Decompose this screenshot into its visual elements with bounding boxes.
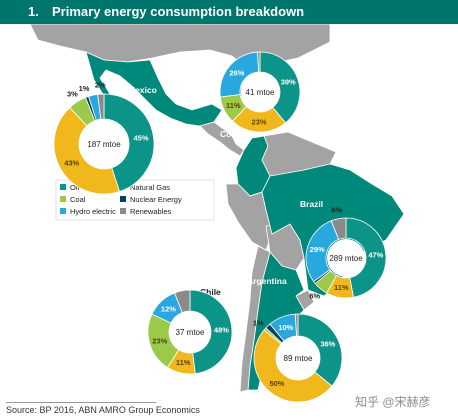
data-label-colombia-coal: 11% xyxy=(226,101,241,110)
legend-swatch-hydro-electric xyxy=(60,208,66,214)
legend-label-nuclear-energy: Nuclear Energy xyxy=(130,195,182,204)
data-label-chile-oil: 48% xyxy=(214,326,229,335)
data-label-brazil-coal: 6% xyxy=(309,291,320,300)
country-label-colombia: Colombia xyxy=(220,129,259,139)
donut-total-brazil: 289 mtoe xyxy=(329,254,363,263)
data-label-mexico-coal: 3% xyxy=(67,90,78,99)
watermark: 知乎 @宋赫彦 xyxy=(355,395,431,409)
legend-swatch-nuclear-energy xyxy=(120,196,126,202)
legend-swatch-oil xyxy=(60,184,66,190)
legend-swatch-coal xyxy=(60,196,66,202)
country-label-mexico: Mexico xyxy=(128,85,157,95)
donut-total-mexico: 187 mtoe xyxy=(87,140,121,149)
data-label-chile-natural-gas: 11% xyxy=(176,358,191,367)
legend-label-renewables: Renewables xyxy=(130,207,172,216)
data-label-brazil-natural-gas: 11% xyxy=(334,283,349,292)
donut-center-mexico xyxy=(80,120,128,168)
slice-chile-renewables xyxy=(174,289,191,313)
slice-colombia-oil xyxy=(259,51,301,124)
legend-item-nuclear-energy: Nuclear Energy xyxy=(120,195,182,204)
donut-total-argentina: 89 mtoe xyxy=(284,354,313,363)
land-mexico xyxy=(85,51,223,127)
data-label-mexico-oil: 45% xyxy=(134,134,149,143)
data-label-chile-hydro-electric: 12% xyxy=(161,305,176,314)
energy-map: Mexico Colombia Brazil Argentina Chile O… xyxy=(0,24,458,402)
country-label-chile: Chile xyxy=(200,287,221,297)
legend-item-coal: Coal xyxy=(60,195,86,204)
legend-item-hydro-electric: Hydro electric xyxy=(60,207,116,216)
donut-brazil: 47% 11% 6% 29% 6% 289 mtoe xyxy=(305,205,387,300)
legend-label-hydro-electric: Hydro electric xyxy=(70,207,116,216)
legend-item-oil: Oil xyxy=(60,183,80,192)
slice-brazil-oil xyxy=(345,217,387,298)
data-label-brazil-hydro-electric: 29% xyxy=(310,245,325,254)
donut-center-colombia xyxy=(241,73,279,111)
page-title: Primary energy consumption breakdown xyxy=(52,4,305,19)
donut-total-colombia: 41 mtoe xyxy=(246,88,275,97)
donut-center-argentina xyxy=(277,337,319,379)
slice-mexico-renewables xyxy=(97,93,105,120)
country-label-argentina: Argentina xyxy=(247,276,287,286)
source-divider xyxy=(6,402,156,403)
data-label-brazil-renewables: 6% xyxy=(331,205,342,214)
donut-colombia: 39% 23% 11% 26% 41 mtoe xyxy=(219,51,301,133)
slice-mexico-natural-gas xyxy=(53,106,120,195)
legend-label-oil: Oil xyxy=(70,183,80,192)
slice-brazil-renewables xyxy=(330,217,347,240)
title-bar: 1. Primary energy consumption breakdown xyxy=(0,0,458,24)
data-label-mexico-natural-gas: 43% xyxy=(64,159,79,168)
data-label-colombia-hydro-electric: 26% xyxy=(229,68,244,77)
slice-argentina-natural-gas xyxy=(253,329,333,402)
slice-colombia-renewables xyxy=(257,51,261,73)
legend-item-renewables: Renewables xyxy=(120,207,172,216)
slice-argentina-oil xyxy=(297,313,343,387)
slice-argentina-renewables xyxy=(294,313,299,337)
donut-chile: 48% 11% 23% 12% 37 mtoe xyxy=(147,289,233,375)
data-label-brazil-oil: 47% xyxy=(368,251,383,260)
donut-mexico: 45% 43% 3%1% 2% 187 mtoe xyxy=(53,81,155,195)
donut-argentina: 36% 50% 1% 10% 89 mtoe xyxy=(253,313,343,402)
data-label-chile-coal: 23% xyxy=(152,336,167,345)
legend-swatch-renewables xyxy=(120,208,126,214)
legend-label-natural-gas: Natural Gas xyxy=(130,183,170,192)
data-label-argentina-oil: 36% xyxy=(320,339,335,348)
data-label-argentina-hydro-electric: 10% xyxy=(278,323,293,332)
source-note: Source: BP 2016, ABN AMRO Group Economic… xyxy=(6,405,200,415)
donut-total-chile: 37 mtoe xyxy=(176,328,205,337)
legend-label-coal: Coal xyxy=(70,195,86,204)
data-label-colombia-oil: 39% xyxy=(281,77,296,86)
data-label-argentina-coal: 1% xyxy=(253,318,264,327)
slice-mexico-oil xyxy=(103,93,155,193)
donut-center-brazil xyxy=(327,239,365,277)
slice-chile-oil xyxy=(189,289,233,375)
country-label-brazil: Brazil xyxy=(300,199,323,209)
data-label-mexico-renewables: 2% xyxy=(95,81,106,90)
data-label-mexico-nuclear-energy: 1% xyxy=(79,84,90,93)
donut-center-chile xyxy=(170,312,210,352)
section-number: 1. xyxy=(28,4,39,19)
data-label-argentina-natural-gas: 50% xyxy=(269,379,284,388)
data-label-colombia-natural-gas: 23% xyxy=(252,117,267,126)
land-chile xyxy=(239,245,271,393)
